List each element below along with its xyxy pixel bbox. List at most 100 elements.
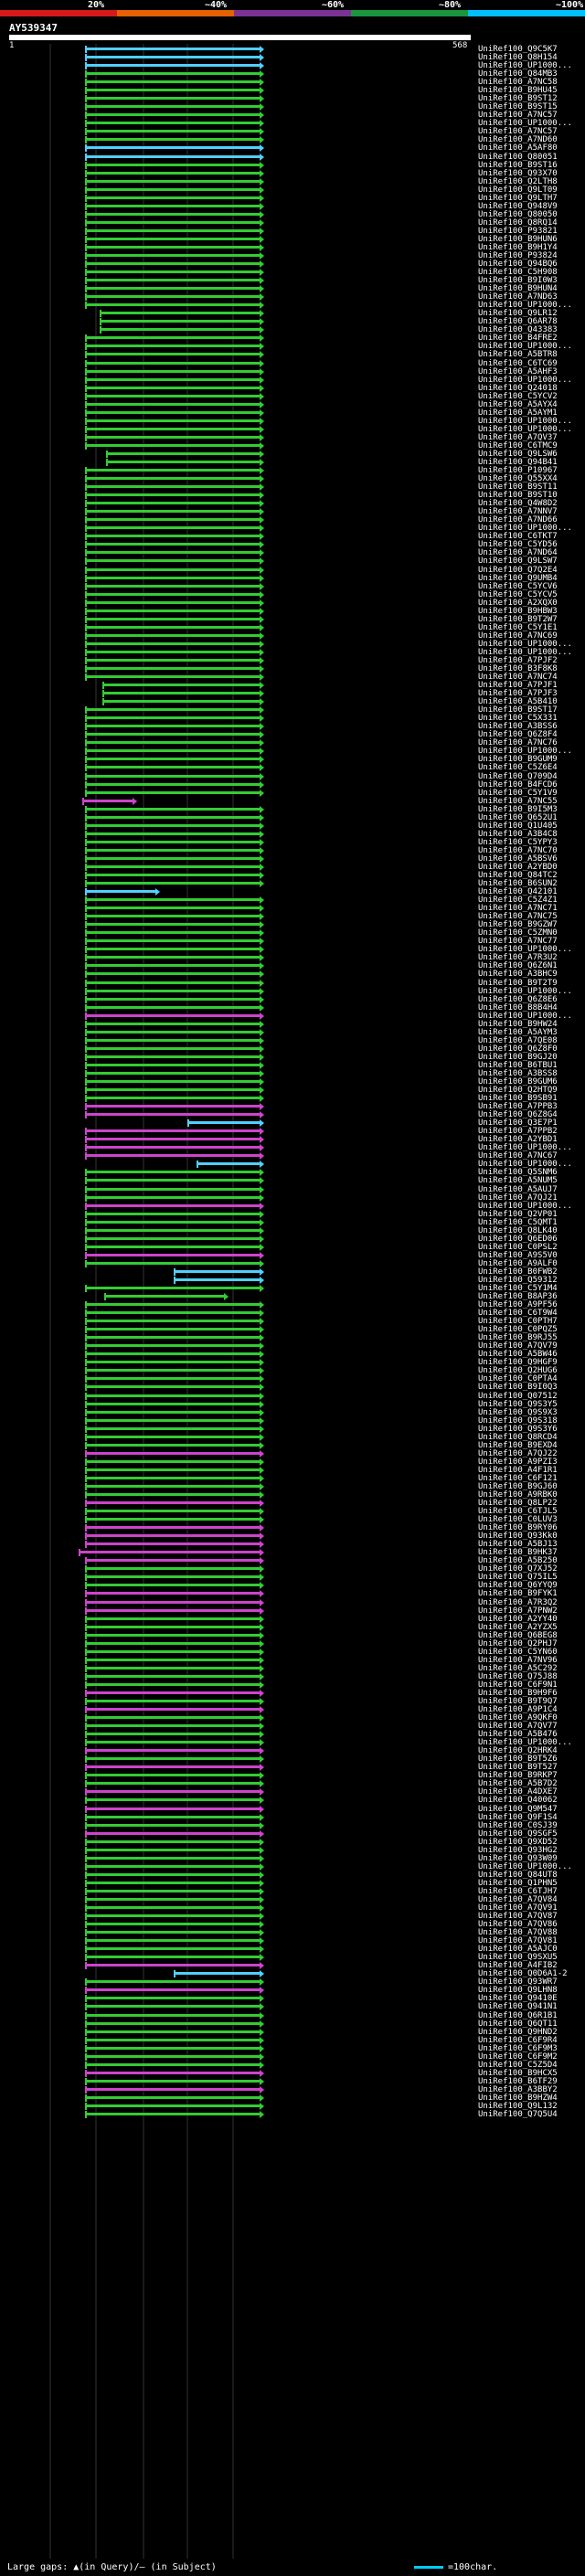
hit-label-link[interactable]: UniRef100_Q2HUG6 <box>478 1366 558 1376</box>
hit-row[interactable] <box>85 1301 265 1309</box>
hit-row[interactable] <box>85 590 265 599</box>
hit-label-link[interactable]: UniRef100_Q84UT8 <box>478 1870 558 1880</box>
hit-label-link[interactable]: UniRef100_Q9HND2 <box>478 2027 558 2037</box>
hit-label-link[interactable]: UniRef100_UP1000... <box>478 301 572 311</box>
hit-row[interactable] <box>85 1541 265 1549</box>
hit-label-link[interactable]: UniRef100_Q9S9X3 <box>478 1407 558 1417</box>
hit-label-link[interactable]: UniRef100_A7NC70 <box>478 845 558 855</box>
hit-label-link[interactable]: UniRef100_A5B476 <box>478 1730 558 1740</box>
hit-label-link[interactable]: UniRef100_A5B7D2 <box>478 1779 558 1789</box>
hit-row[interactable] <box>85 846 265 854</box>
hit-row[interactable] <box>85 103 265 111</box>
hit-row[interactable] <box>85 1044 265 1053</box>
hit-label-link[interactable]: UniRef100_B9HCX5 <box>478 2068 558 2078</box>
hit-label-link[interactable]: UniRef100_Q6Z8E6 <box>478 994 558 1004</box>
hit-label-link[interactable]: UniRef100_A5BJ13 <box>478 1540 558 1550</box>
hit-row[interactable] <box>85 516 265 525</box>
hit-row[interactable] <box>85 500 265 508</box>
hit-label-link[interactable]: UniRef100_Q40062 <box>478 1796 558 1806</box>
hit-row[interactable] <box>85 1672 265 1680</box>
hit-label-link[interactable]: UniRef100_Q8H154 <box>478 53 558 63</box>
hit-label-link[interactable]: UniRef100_UP1000... <box>478 375 572 385</box>
hit-label-link[interactable]: UniRef100_A7QE08 <box>478 1035 558 1045</box>
hit-label-link[interactable]: UniRef100_A9ALF0 <box>478 1258 558 1268</box>
hit-label-link[interactable]: UniRef100_Q9LSW6 <box>478 449 558 459</box>
hit-label-link[interactable]: UniRef100_A7ND64 <box>478 548 558 558</box>
hit-row[interactable] <box>85 557 265 566</box>
hit-row[interactable] <box>100 326 265 334</box>
hit-label-link[interactable]: UniRef100_A2YBD0 <box>478 862 558 872</box>
hit-label-link[interactable]: UniRef100_A5AHF3 <box>478 366 558 376</box>
hit-row[interactable] <box>85 1680 265 1689</box>
hit-row[interactable] <box>85 1416 265 1425</box>
hit-row[interactable] <box>85 1565 265 1574</box>
hit-label-link[interactable]: UniRef100_A7NC71 <box>478 904 558 914</box>
hit-row[interactable] <box>85 1879 265 1887</box>
hit-row[interactable] <box>85 1425 265 1433</box>
hit-label-link[interactable]: UniRef100_Q9C5K7 <box>478 45 558 54</box>
hit-label-link[interactable]: UniRef100_Q93X70 <box>478 168 558 178</box>
hit-row[interactable] <box>85 1036 265 1044</box>
hit-label-link[interactable]: UniRef100_UP1000... <box>478 945 572 955</box>
hit-label-link[interactable]: UniRef100_A7QJ22 <box>478 1448 558 1458</box>
hit-row[interactable] <box>85 1408 265 1416</box>
hit-label-link[interactable]: UniRef100_B9SB91 <box>478 1094 558 1104</box>
hit-label-link[interactable]: UniRef100_B9HUN6 <box>478 234 558 244</box>
hit-row[interactable] <box>85 1193 265 1202</box>
hit-label-link[interactable]: UniRef100_A7NC55 <box>478 796 558 806</box>
hit-label-link[interactable]: UniRef100_A3B4C8 <box>478 829 558 839</box>
hit-label-link[interactable]: UniRef100_B9HBW3 <box>478 606 558 616</box>
hit-label-link[interactable]: UniRef100_B9ST11 <box>478 482 558 493</box>
hit-label-link[interactable]: UniRef100_A7NC57 <box>478 111 558 121</box>
hit-label-link[interactable]: UniRef100_Q5SNM6 <box>478 1168 558 1178</box>
hit-label-link[interactable]: UniRef100_A3BSS8 <box>478 1068 558 1078</box>
hit-label-link[interactable]: UniRef100_Q94BQ6 <box>478 260 558 270</box>
hit-label-link[interactable]: UniRef100_UP1000... <box>478 119 572 129</box>
hit-row[interactable] <box>85 1755 265 1764</box>
hit-label-link[interactable]: UniRef100_Q9S3Y6 <box>478 1424 558 1434</box>
hit-row[interactable] <box>85 186 265 194</box>
hit-label-link[interactable]: UniRef100_A5AF80 <box>478 143 558 154</box>
hit-label-link[interactable]: UniRef100_UP1000... <box>478 986 572 996</box>
hit-row[interactable] <box>85 136 265 144</box>
hit-label-link[interactable]: UniRef100_B6TBU1 <box>478 1060 558 1070</box>
hit-label-link[interactable]: UniRef100_B9T2T9 <box>478 978 558 988</box>
hit-row[interactable] <box>85 747 265 756</box>
hit-row[interactable] <box>85 508 265 516</box>
hit-label-link[interactable]: UniRef100_UP1000... <box>478 524 572 534</box>
hit-label-link[interactable]: UniRef100_Q93W09 <box>478 1853 558 1863</box>
hit-row[interactable] <box>85 1177 265 1185</box>
hit-label-link[interactable]: UniRef100_Q2LTH8 <box>478 176 558 186</box>
hit-row[interactable] <box>85 1028 265 1036</box>
hit-label-link[interactable]: UniRef100_UP1000... <box>478 1201 572 1211</box>
hit-row[interactable] <box>85 1003 265 1012</box>
hit-label-link[interactable]: UniRef100_UP1000... <box>478 639 572 649</box>
hit-row[interactable] <box>85 1639 265 1648</box>
hit-row[interactable] <box>85 408 265 417</box>
hit-row[interactable] <box>85 400 265 408</box>
hit-row[interactable] <box>85 599 265 607</box>
hit-row[interactable] <box>85 1731 265 1739</box>
hit-label-link[interactable]: UniRef100_A5B410 <box>478 697 558 707</box>
hit-label-link[interactable]: UniRef100_C5X331 <box>478 714 558 724</box>
hit-label-link[interactable]: UniRef100_A5AYX4 <box>478 399 558 409</box>
hit-label-link[interactable]: UniRef100_Q6Z6N1 <box>478 961 558 971</box>
hit-label-link[interactable]: UniRef100_Q6R1B1 <box>478 2010 558 2020</box>
hit-label-link[interactable]: UniRef100_B9FYK1 <box>478 1589 558 1599</box>
hit-row[interactable] <box>85 1714 265 1723</box>
hit-label-link[interactable]: UniRef100_A7NC69 <box>478 631 558 641</box>
hit-label-link[interactable]: UniRef100_C5Y1M4 <box>478 1284 558 1293</box>
hit-label-link[interactable]: UniRef100_B9RY06 <box>478 1523 558 1533</box>
hit-row[interactable] <box>85 202 265 210</box>
hit-label-link[interactable]: UniRef100_Q9XD52 <box>478 1837 558 1847</box>
hit-row[interactable] <box>102 698 265 706</box>
hit-label-link[interactable]: UniRef100_Q4W8D2 <box>478 499 558 509</box>
hit-label-link[interactable]: UniRef100_B6SUN2 <box>478 879 558 889</box>
hit-row[interactable] <box>85 1978 265 1987</box>
hit-label-link[interactable]: UniRef100_A7ND63 <box>478 292 558 302</box>
hit-label-link[interactable]: UniRef100_A7QV84 <box>478 1894 558 1904</box>
hit-label-link[interactable]: UniRef100_B6TF29 <box>478 2076 558 2086</box>
hit-label-link[interactable]: UniRef100_C0PQZ5 <box>478 1325 558 1335</box>
hit-label-link[interactable]: UniRef100_A7QV37 <box>478 432 558 442</box>
hit-row[interactable] <box>85 1020 265 1028</box>
